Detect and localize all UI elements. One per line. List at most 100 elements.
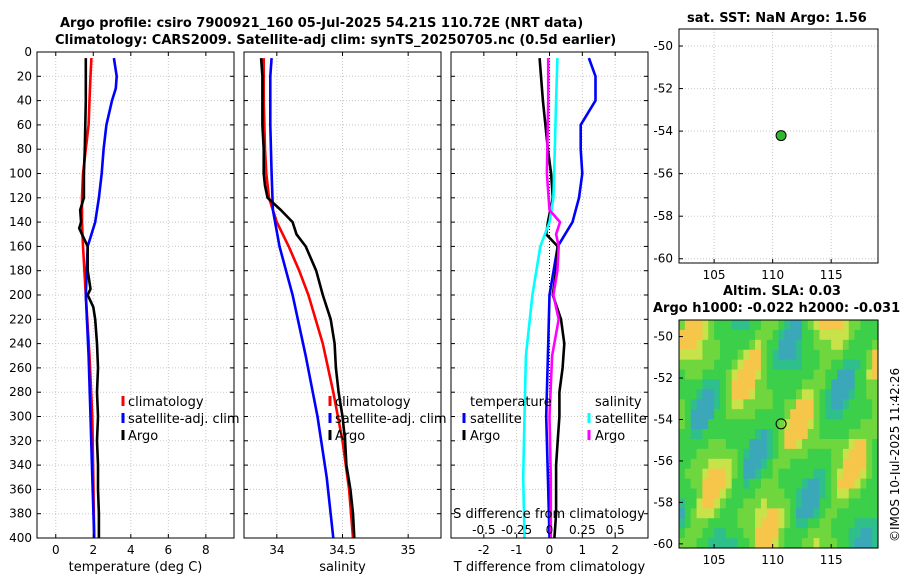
heatmap-cell <box>749 498 756 509</box>
heatmap-cell <box>772 349 780 361</box>
heatmap-cell <box>760 379 768 390</box>
heatmap-cell <box>860 399 867 410</box>
heatmap-cell <box>719 399 727 410</box>
heatmap-cell <box>778 498 785 509</box>
heatmap-cell <box>684 518 692 529</box>
heatmap-cell <box>784 478 791 490</box>
heatmap-cell <box>749 528 756 539</box>
heatmap-cell <box>696 409 704 420</box>
heatmap-cell <box>854 409 862 420</box>
heatmap-cell <box>854 538 862 549</box>
heatmap-cell <box>848 399 856 410</box>
x-tick-label: 34 <box>269 543 284 557</box>
heatmap-cell <box>760 488 768 500</box>
heatmap-cell <box>684 448 692 460</box>
heatmap-cell <box>831 468 838 480</box>
heatmap-cell <box>778 389 785 400</box>
heatmap-cell <box>778 508 785 519</box>
heatmap-cell <box>778 528 785 539</box>
heatmap-cell <box>813 320 821 331</box>
heatmap-cell <box>790 409 797 420</box>
heatmap-cell <box>790 498 797 509</box>
heatmap-cell <box>702 339 709 351</box>
heatmap-cell <box>784 518 791 529</box>
heatmap-cell <box>737 478 744 490</box>
heatmap-cell <box>749 379 756 390</box>
heatmap-cell <box>790 508 797 519</box>
heatmap-cell <box>696 379 704 390</box>
heatmap-cell <box>842 508 850 519</box>
heatmap-cell <box>848 329 856 341</box>
heatmap-cell <box>766 498 774 509</box>
heatmap-cell <box>801 329 809 341</box>
heatmap-cell <box>749 389 756 400</box>
heatmap-cell <box>737 349 744 361</box>
heatmap-cell <box>766 518 774 529</box>
heatmap-cell <box>813 448 821 460</box>
heatmap-cell <box>819 419 826 430</box>
heatmap-cell <box>690 488 698 500</box>
heatmap-cell <box>749 359 756 371</box>
heatmap-cell <box>813 329 821 341</box>
heatmap-cell <box>725 508 733 519</box>
heatmap-cell <box>749 339 756 351</box>
heatmap-cell <box>708 359 715 371</box>
heatmap-cell <box>725 399 733 410</box>
heatmap-cell <box>702 399 709 410</box>
heatmap-cell <box>796 478 803 490</box>
y-tick-label: -60 <box>653 252 673 266</box>
heatmap-cell <box>784 508 791 519</box>
heatmap-cell <box>854 438 862 450</box>
heatmap-cell <box>755 538 762 549</box>
heatmap-cell <box>778 438 785 450</box>
s-tick-label: -0.25 <box>501 523 532 537</box>
heatmap-cell <box>719 478 727 490</box>
heatmap-cell <box>743 528 750 539</box>
heatmap-cell <box>772 339 780 351</box>
heatmap-cell <box>743 320 750 331</box>
heatmap-cell <box>684 528 692 539</box>
heatmap-cell <box>831 488 838 500</box>
heatmap-cell <box>702 518 709 529</box>
heatmap-cell <box>684 538 692 549</box>
heatmap-cell <box>714 339 721 351</box>
heatmap-cell <box>872 339 879 351</box>
heatmap-cell <box>807 419 815 430</box>
heatmap-cell <box>842 528 850 539</box>
heatmap-cell <box>790 320 797 331</box>
heatmap-cell <box>755 409 762 420</box>
heatmap-cell <box>731 508 739 519</box>
heatmap-cell <box>766 409 774 420</box>
heatmap-cell <box>842 518 850 529</box>
y-tick-label: -52 <box>653 82 673 96</box>
heatmap-cell <box>819 389 826 400</box>
heatmap-cell <box>696 448 704 460</box>
heatmap-cell <box>708 448 715 460</box>
heatmap-cell <box>872 320 879 331</box>
legend-label: Argo <box>470 429 500 444</box>
x-tick-label: 1 <box>579 543 587 557</box>
heatmap-cell <box>702 448 709 460</box>
heatmap-cell <box>801 488 809 500</box>
heatmap-cell <box>825 518 832 529</box>
heatmap-cell <box>801 478 809 490</box>
heatmap-cell <box>684 399 692 410</box>
heatmap-cell <box>848 349 856 361</box>
heatmap-cell <box>772 320 780 331</box>
heatmap-cell <box>866 379 873 390</box>
axes-frame <box>678 28 879 264</box>
heatmap-cell <box>796 508 803 519</box>
heatmap-cell <box>702 438 709 450</box>
heatmap-cell <box>690 538 698 549</box>
heatmap-cell <box>807 349 815 361</box>
heatmap-cell <box>708 320 715 331</box>
heatmap-cell <box>684 429 692 440</box>
heatmap-cell <box>819 399 826 410</box>
heatmap-cell <box>848 498 856 509</box>
heatmap-cell <box>872 429 879 440</box>
heatmap-cell <box>755 379 762 390</box>
heatmap-cell <box>725 429 733 440</box>
axes-frame <box>678 319 879 549</box>
heatmap-cell <box>842 419 850 430</box>
heatmap-cell <box>690 478 698 490</box>
